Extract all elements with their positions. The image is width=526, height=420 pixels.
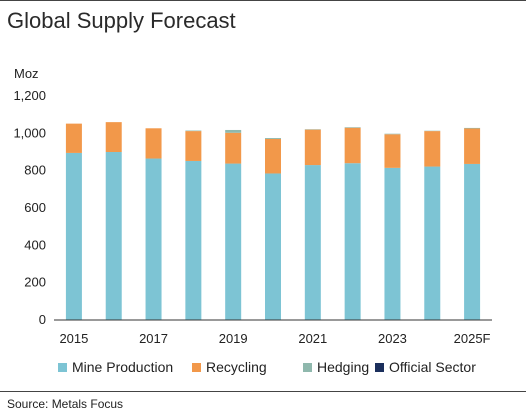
unit-label: Moz xyxy=(14,66,39,81)
legend: Mine Production Recycling Hedging Official … xyxy=(58,359,476,375)
bar-segment xyxy=(304,165,321,320)
bar-segment xyxy=(185,131,202,161)
stacked-bar-chart: Moz 0 200 400 600 800 1,000 1,200 2015 2017 2019… xyxy=(13,66,492,375)
bar-segment xyxy=(464,128,481,164)
bar-segment xyxy=(225,129,242,133)
legend-label: Official Sector xyxy=(389,359,476,375)
bar-segment xyxy=(384,167,401,320)
bar-segment xyxy=(145,158,162,320)
legend-swatch xyxy=(58,363,67,372)
y-tick-label: 200 xyxy=(24,275,46,290)
bar-segment xyxy=(185,130,202,132)
legend-swatch xyxy=(375,363,384,372)
legend-label: Hedging xyxy=(317,359,369,375)
y-tick-label: 0 xyxy=(39,312,46,327)
bar-segment xyxy=(424,166,441,320)
legend-swatch xyxy=(192,363,201,372)
bar-segment xyxy=(344,163,361,320)
x-tick-label: 2017 xyxy=(139,331,168,346)
bar-segment xyxy=(225,163,242,320)
bar-segment xyxy=(145,128,162,159)
bar-segment xyxy=(265,173,281,320)
bar-segment xyxy=(65,123,82,153)
bar-segment xyxy=(344,127,361,128)
chart-title: Global Supply Forecast xyxy=(7,8,236,33)
y-tick-label: 1,000 xyxy=(13,125,46,140)
bars-group xyxy=(65,122,481,320)
bar-segment xyxy=(464,127,481,129)
y-tick-label: 400 xyxy=(24,237,46,252)
y-tick-label: 1,200 xyxy=(13,88,46,103)
bar-segment xyxy=(105,122,122,152)
bar-segment xyxy=(265,138,281,174)
x-axis: 2015 2017 2019 2021 2023 2025F xyxy=(59,331,490,346)
bar-segment xyxy=(65,152,82,320)
bar-segment xyxy=(304,129,321,166)
bar-segment xyxy=(344,127,361,164)
y-tick-label: 600 xyxy=(24,200,46,215)
bar-segment xyxy=(265,138,281,139)
legend-label: Mine Production xyxy=(72,359,173,375)
bar-segment xyxy=(464,163,481,320)
legend-swatch xyxy=(303,363,312,372)
bar-segment xyxy=(225,132,242,164)
x-tick-label: 2019 xyxy=(219,331,248,346)
bottom-rule xyxy=(0,391,526,392)
legend-label: Recycling xyxy=(206,359,267,375)
top-rule xyxy=(0,0,526,1)
bar-segment xyxy=(424,131,441,167)
y-axis: 0 200 400 600 800 1,000 1,200 xyxy=(13,88,46,327)
x-tick-label: 2015 xyxy=(59,331,88,346)
bar-segment xyxy=(384,134,401,168)
bar-segment xyxy=(185,160,202,320)
source-note: Source: Metals Focus xyxy=(7,397,124,411)
y-tick-label: 800 xyxy=(24,163,46,178)
x-tick-label: 2021 xyxy=(298,331,327,346)
bar-segment xyxy=(384,133,401,135)
x-tick-label: 2025F xyxy=(454,331,491,346)
x-tick-label: 2023 xyxy=(378,331,407,346)
bar-segment xyxy=(105,152,122,320)
